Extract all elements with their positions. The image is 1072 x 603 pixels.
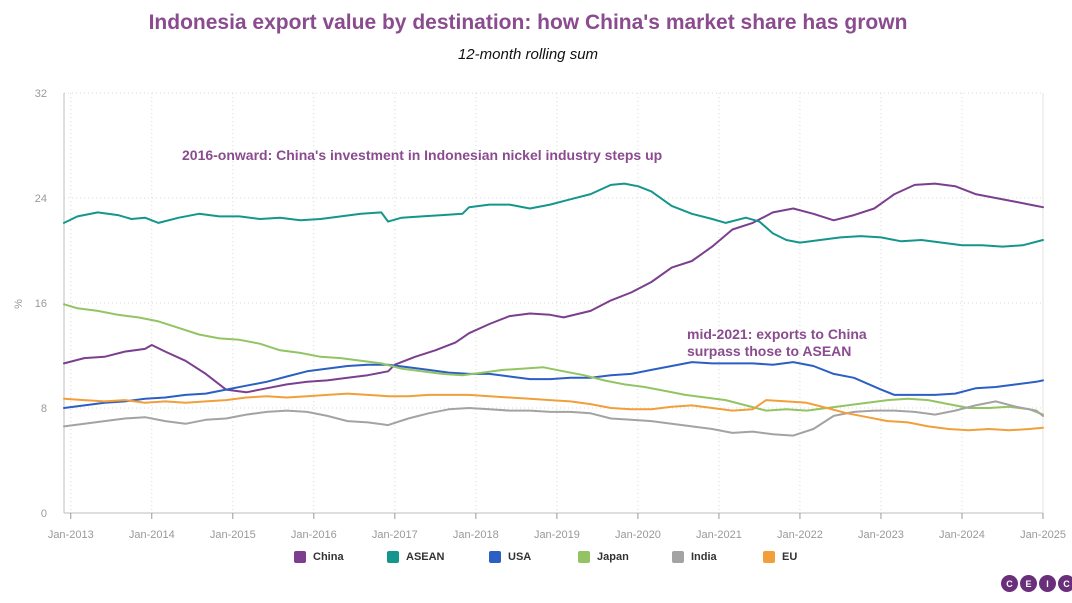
legend-label-china: China [313, 551, 344, 563]
x-tick-label: Jan-2015 [210, 529, 256, 541]
series-line-asean[interactable] [63, 182, 1044, 248]
legend-item-usa[interactable]: USA [489, 551, 531, 563]
legend-item-eu[interactable]: EU [763, 551, 797, 563]
series-line-eu[interactable] [63, 392, 1044, 432]
legend-swatch-india [672, 551, 684, 563]
legend-swatch-china [294, 551, 306, 563]
x-tick-label: Jan-2025 [1020, 529, 1066, 541]
y-tick-label: 0 [41, 508, 47, 520]
legend-item-japan[interactable]: Japan [578, 551, 629, 563]
legend-label-india: India [691, 551, 717, 563]
x-tick-label: Jan-2014 [129, 529, 175, 541]
annotation-mid-2021-line1: mid-2021: exports to China [687, 326, 867, 342]
x-tick-label: Jan-2020 [615, 529, 661, 541]
y-tick-label: 24 [35, 193, 47, 205]
legend-swatch-eu [763, 551, 775, 563]
x-tick-label: Jan-2023 [858, 529, 904, 541]
legend-swatch-usa [489, 551, 501, 563]
logo-letter-c2: C [1058, 575, 1072, 592]
legend-swatch-japan [578, 551, 590, 563]
y-tick-label: 16 [35, 298, 47, 310]
legend-label-asean: ASEAN [406, 551, 445, 563]
legend-item-china[interactable]: China [294, 551, 344, 563]
legend-label-eu: EU [782, 551, 798, 563]
legend-item-india[interactable]: India [672, 551, 717, 563]
x-tick-label: Jan-2018 [453, 529, 499, 541]
logo-letter-e: E [1020, 575, 1037, 592]
series-line-india[interactable] [63, 400, 1044, 437]
annotation-nickel: 2016-onward: China's investment in Indon… [182, 147, 662, 163]
x-tick-label: Jan-2022 [777, 529, 823, 541]
ceic-logo: C E I C [1001, 575, 1072, 592]
legend: China ASEAN USA Japan India EU [0, 551, 1072, 567]
y-axis-label: % [13, 299, 25, 309]
logo-letter-i: I [1039, 575, 1056, 592]
y-tick-label: 8 [41, 403, 47, 415]
legend-label-japan: Japan [597, 551, 629, 563]
series-line-usa[interactable] [63, 361, 1044, 409]
x-tick-label: Jan-2017 [372, 529, 418, 541]
y-tick-label: 32 [35, 88, 47, 100]
legend-swatch-asean [387, 551, 399, 563]
y-axis: 0 8 16 24 32 [35, 88, 47, 520]
x-tick-label: Jan-2019 [534, 529, 580, 541]
legend-item-asean[interactable]: ASEAN [387, 551, 445, 563]
annotation-mid-2021-line2: surpass those to ASEAN [687, 343, 851, 359]
chart-title: Indonesia export value by destination: h… [148, 11, 908, 34]
logo-letter-c: C [1001, 575, 1018, 592]
series-line-japan[interactable] [63, 303, 1044, 416]
x-tick-label: Jan-2016 [291, 529, 337, 541]
legend-label-usa: USA [508, 551, 532, 563]
chart-subtitle: 12-month rolling sum [457, 46, 599, 63]
x-axis: Jan-2013 Jan-2014 Jan-2015 Jan-2016 Jan-2017… [48, 513, 1066, 541]
x-tick-label: Jan-2024 [939, 529, 985, 541]
series-line-china[interactable] [63, 182, 1044, 394]
grid-lines [63, 92, 1044, 514]
x-tick-label: Jan-2013 [48, 529, 94, 541]
series-lines [63, 182, 1044, 437]
x-tick-label: Jan-2021 [696, 529, 742, 541]
